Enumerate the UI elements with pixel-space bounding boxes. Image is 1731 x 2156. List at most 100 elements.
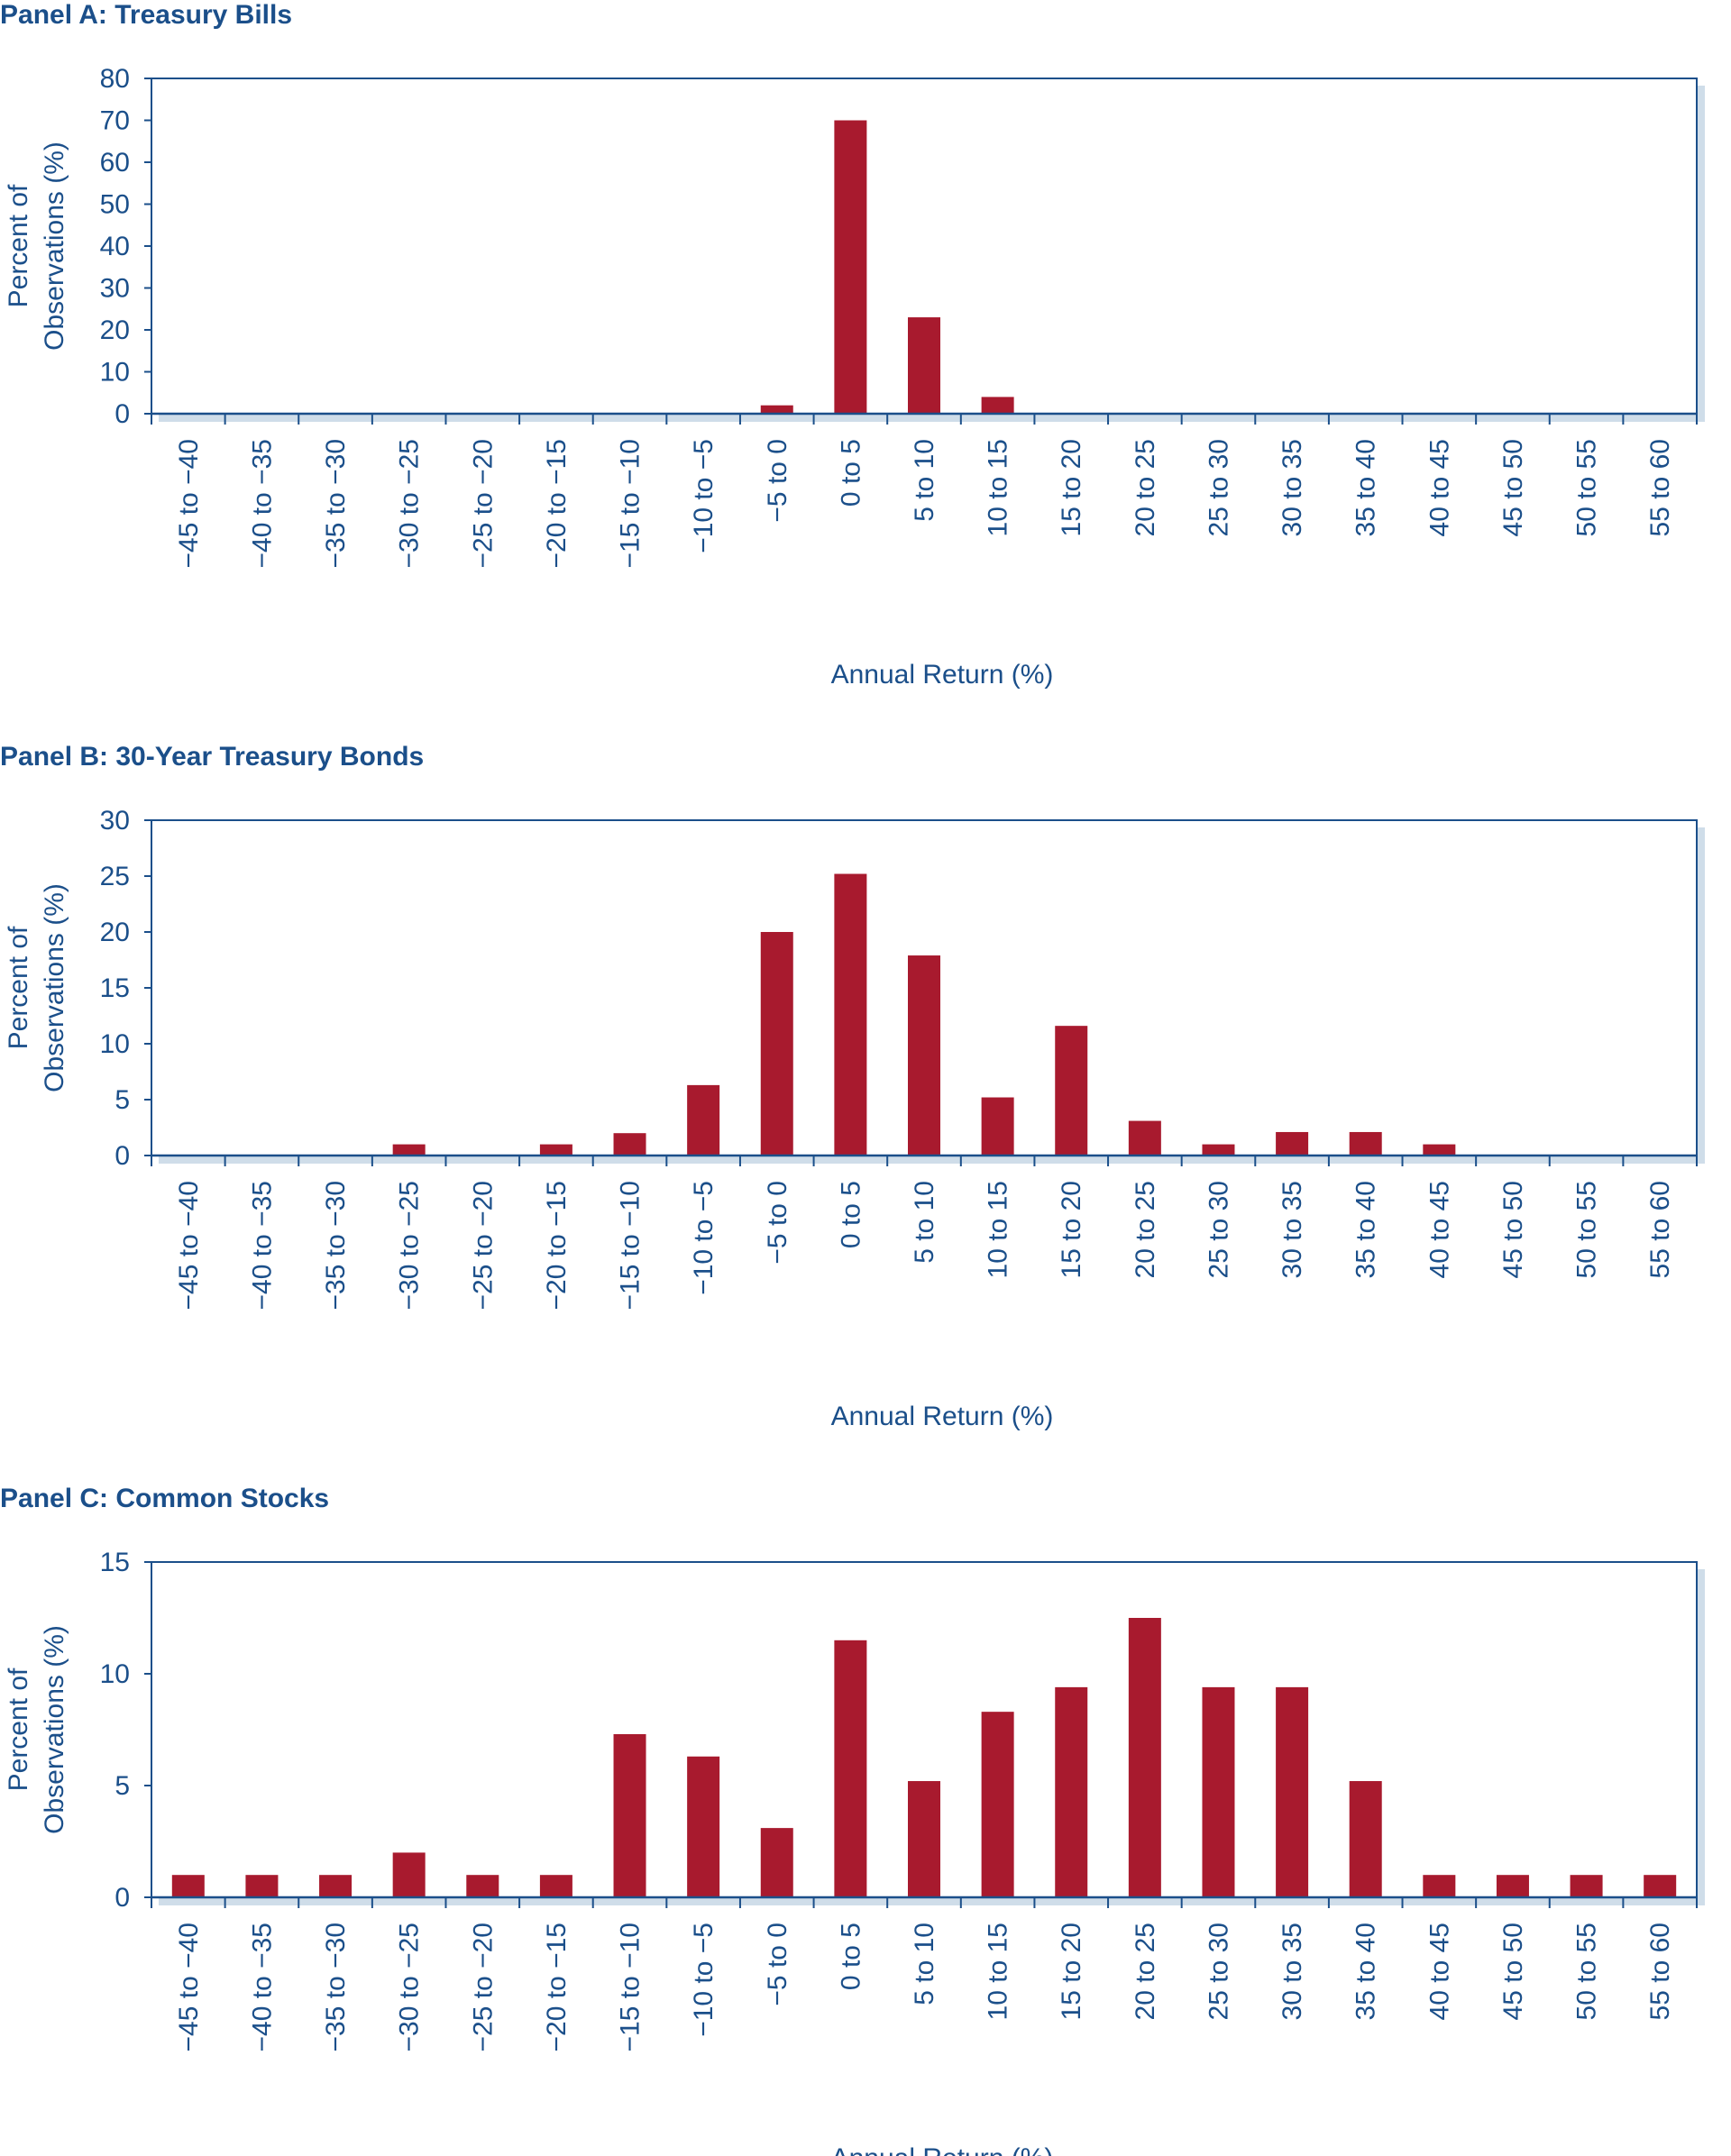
panel-c-y-tick-label: 0 xyxy=(114,1883,130,1913)
panel-a-y-tick-label: 70 xyxy=(100,106,130,136)
panel-a-x-tick-label: 40 to 45 xyxy=(1424,439,1454,536)
panel-c-bar-12 xyxy=(1055,1686,1088,1897)
panel-b-x-tick-label: 15 to 20 xyxy=(1057,1181,1086,1278)
panel-a-x-tick-label: 35 to 40 xyxy=(1351,439,1381,536)
panel-c-bar-20 xyxy=(1644,1875,1677,1897)
panel-c-bar-2 xyxy=(319,1875,353,1897)
panel-a-x-tick-label: −35 to −30 xyxy=(321,439,351,568)
panel-a-shadow-right xyxy=(1697,86,1705,422)
panel-a-x-tick-label: 5 to 10 xyxy=(910,439,939,522)
panel-c-x-tick-label: 25 to 30 xyxy=(1204,1923,1233,2020)
panel-c-x-tick-label: 0 to 5 xyxy=(836,1923,866,1990)
panel-b-x-tick-label: −15 to −10 xyxy=(616,1181,646,1310)
panel-a-bar-11 xyxy=(981,397,1014,414)
panel-a-bar-10 xyxy=(908,317,940,414)
panel-a-x-tick-label: 15 to 20 xyxy=(1057,439,1086,536)
panel-c-x-tick-label: 30 to 35 xyxy=(1278,1923,1307,2020)
panel-b-shadow-right xyxy=(1697,827,1705,1164)
panel-c-chart: 0 5 10 15 −45 to −40 −40 to −35 −35 to −30 −30 … xyxy=(4,1548,1705,2156)
panel-a-y-axis-title-line2: Observations (%) xyxy=(40,142,69,351)
panel-a-x-tick-label: 20 to 25 xyxy=(1131,439,1160,536)
panel-b-x-tick-label: −5 to 0 xyxy=(763,1181,792,1265)
panel-b-y-axis-title-line1: Percent of xyxy=(4,926,33,1049)
panel-c-bar-7 xyxy=(687,1756,720,1897)
panel-b-x-tick-label: −25 to −20 xyxy=(468,1181,498,1310)
panel-a-shadow-bottom xyxy=(159,414,1705,422)
panel-b-y-tick-label: 5 xyxy=(114,1085,130,1115)
panel-b-x-tick-label: 50 to 55 xyxy=(1572,1181,1602,1278)
panel-b-bar-11 xyxy=(981,1097,1014,1156)
panel-c-x-tick-label: 5 to 10 xyxy=(910,1923,939,2005)
panel-b-shadow-bottom xyxy=(159,1156,1705,1164)
panel-c-x-tick-label: −5 to 0 xyxy=(763,1923,792,2006)
panel-b-x-tick-label: −20 to −15 xyxy=(542,1181,572,1310)
panel-c-x-tick-label: −45 to −40 xyxy=(174,1923,204,2051)
panel-a-x-tick-label: −45 to −40 xyxy=(174,439,204,568)
panel-c-bar-1 xyxy=(245,1875,279,1897)
panel-a: Panel A: Treasury Bills 0 10 20 30 40 50 60 70 8… xyxy=(0,0,1731,703)
panel-c-bar-14 xyxy=(1202,1686,1235,1897)
panel-a-x-tick-label: −15 to −10 xyxy=(616,439,646,568)
panel-c-x-tick-label: 50 to 55 xyxy=(1572,1923,1602,2020)
panel-b-x-tick-label: 0 to 5 xyxy=(836,1181,866,1248)
panel-a-y-tick-label: 30 xyxy=(100,274,130,304)
panel-b-x-tick-label: 45 to 50 xyxy=(1498,1181,1528,1278)
panel-c-bar-16 xyxy=(1349,1781,1382,1897)
panel-b-bar-10 xyxy=(908,955,940,1156)
panel-c-bar-19 xyxy=(1570,1875,1603,1897)
panel-c-bar-10 xyxy=(908,1781,940,1897)
panel-c-bar-5 xyxy=(539,1875,572,1897)
panel-a-chart: 0 10 20 30 40 50 60 70 80 −45 to −40 −40 to −35 −35… xyxy=(4,64,1705,690)
panel-b-bar-12 xyxy=(1055,1026,1088,1156)
panel-a-y-tick-label: 0 xyxy=(114,399,130,429)
panel-b-bar-3 xyxy=(392,1144,426,1156)
panel-c-x-tick-label: −35 to −30 xyxy=(321,1923,351,2051)
panel-c-bar-8 xyxy=(760,1828,793,1897)
panel-b-x-tick-label: −35 to −30 xyxy=(321,1181,351,1310)
panel-c-x-tick-label: −30 to −25 xyxy=(395,1923,425,2051)
panel-c-bar-6 xyxy=(613,1733,646,1897)
panel-c-bar-11 xyxy=(981,1712,1014,1897)
panel-c-bar-18 xyxy=(1496,1875,1529,1897)
panel-b-y-tick-label: 25 xyxy=(100,862,130,891)
panel-b-y-tick-label: 0 xyxy=(114,1141,130,1171)
panel-b-chart: 0 5 10 15 20 25 30 −45 to −40 −40 to −35 −35 to −… xyxy=(4,806,1705,1431)
panel-c-y-axis-title-line2: Observations (%) xyxy=(40,1625,69,1834)
panel-c-x-tick-label: 10 to 15 xyxy=(984,1923,1013,2020)
panel-b: Panel B: 30-Year Treasury Bonds 0 5 10 15 20… xyxy=(0,742,1731,1445)
panel-a-x-axis-title: Annual Return (%) xyxy=(831,660,1054,690)
panel-a-x-tick-label: 50 to 55 xyxy=(1572,439,1602,536)
panel-a-x-tick-label: −20 to −15 xyxy=(542,439,572,568)
panel-a-x-tick-label: −40 to −35 xyxy=(247,439,277,568)
panel-b-x-tick-label: −30 to −25 xyxy=(395,1181,425,1310)
panel-a-x-tick-label: 25 to 30 xyxy=(1204,439,1233,536)
panel-b-x-tick-label: 20 to 25 xyxy=(1131,1181,1160,1278)
panel-b-x-tick-label: −10 to −5 xyxy=(689,1181,719,1295)
panel-c-bar-0 xyxy=(171,1875,205,1897)
panel-a-x-tick-label: −25 to −20 xyxy=(468,439,498,568)
panel-c-x-tick-label: −15 to −10 xyxy=(616,1923,646,2051)
panel-a-y-tick-label: 80 xyxy=(100,64,130,94)
panel-a-y-tick-label: 60 xyxy=(100,148,130,178)
panel-b-bar-9 xyxy=(834,873,867,1156)
panel-b-y-axis-title-line2: Observations (%) xyxy=(40,883,69,1092)
panel-a-y-tick-label: 20 xyxy=(100,315,130,345)
panel-b-x-tick-label: 25 to 30 xyxy=(1204,1181,1233,1278)
panel-b-x-tick-label: −45 to −40 xyxy=(174,1181,204,1310)
panel-b-title: Panel B: 30-Year Treasury Bonds xyxy=(0,742,425,772)
panel-c-x-tick-label: 55 to 60 xyxy=(1645,1923,1675,2020)
panel-b-x-tick-label: 30 to 35 xyxy=(1278,1181,1307,1278)
panel-a-bar-9 xyxy=(834,120,867,414)
panel-c-y-tick-label: 15 xyxy=(100,1548,130,1577)
panel-c-title: Panel C: Common Stocks xyxy=(0,1484,330,1513)
panel-b-x-tick-label: 35 to 40 xyxy=(1351,1181,1381,1278)
panel-a-x-tick-label: −5 to 0 xyxy=(763,439,792,523)
panel-a-bar-8 xyxy=(760,405,793,414)
panel-b-x-axis-title: Annual Return (%) xyxy=(831,1402,1054,1431)
panel-b-y-tick-label: 30 xyxy=(100,806,130,836)
panel-c-bar-9 xyxy=(834,1640,867,1897)
panel-a-x-tick-label: −10 to −5 xyxy=(689,439,719,553)
panel-a-x-tick-label: 0 to 5 xyxy=(836,439,866,507)
panel-c-shadow-right xyxy=(1697,1569,1705,1905)
panel-c-x-tick-label: 40 to 45 xyxy=(1424,1923,1454,2020)
